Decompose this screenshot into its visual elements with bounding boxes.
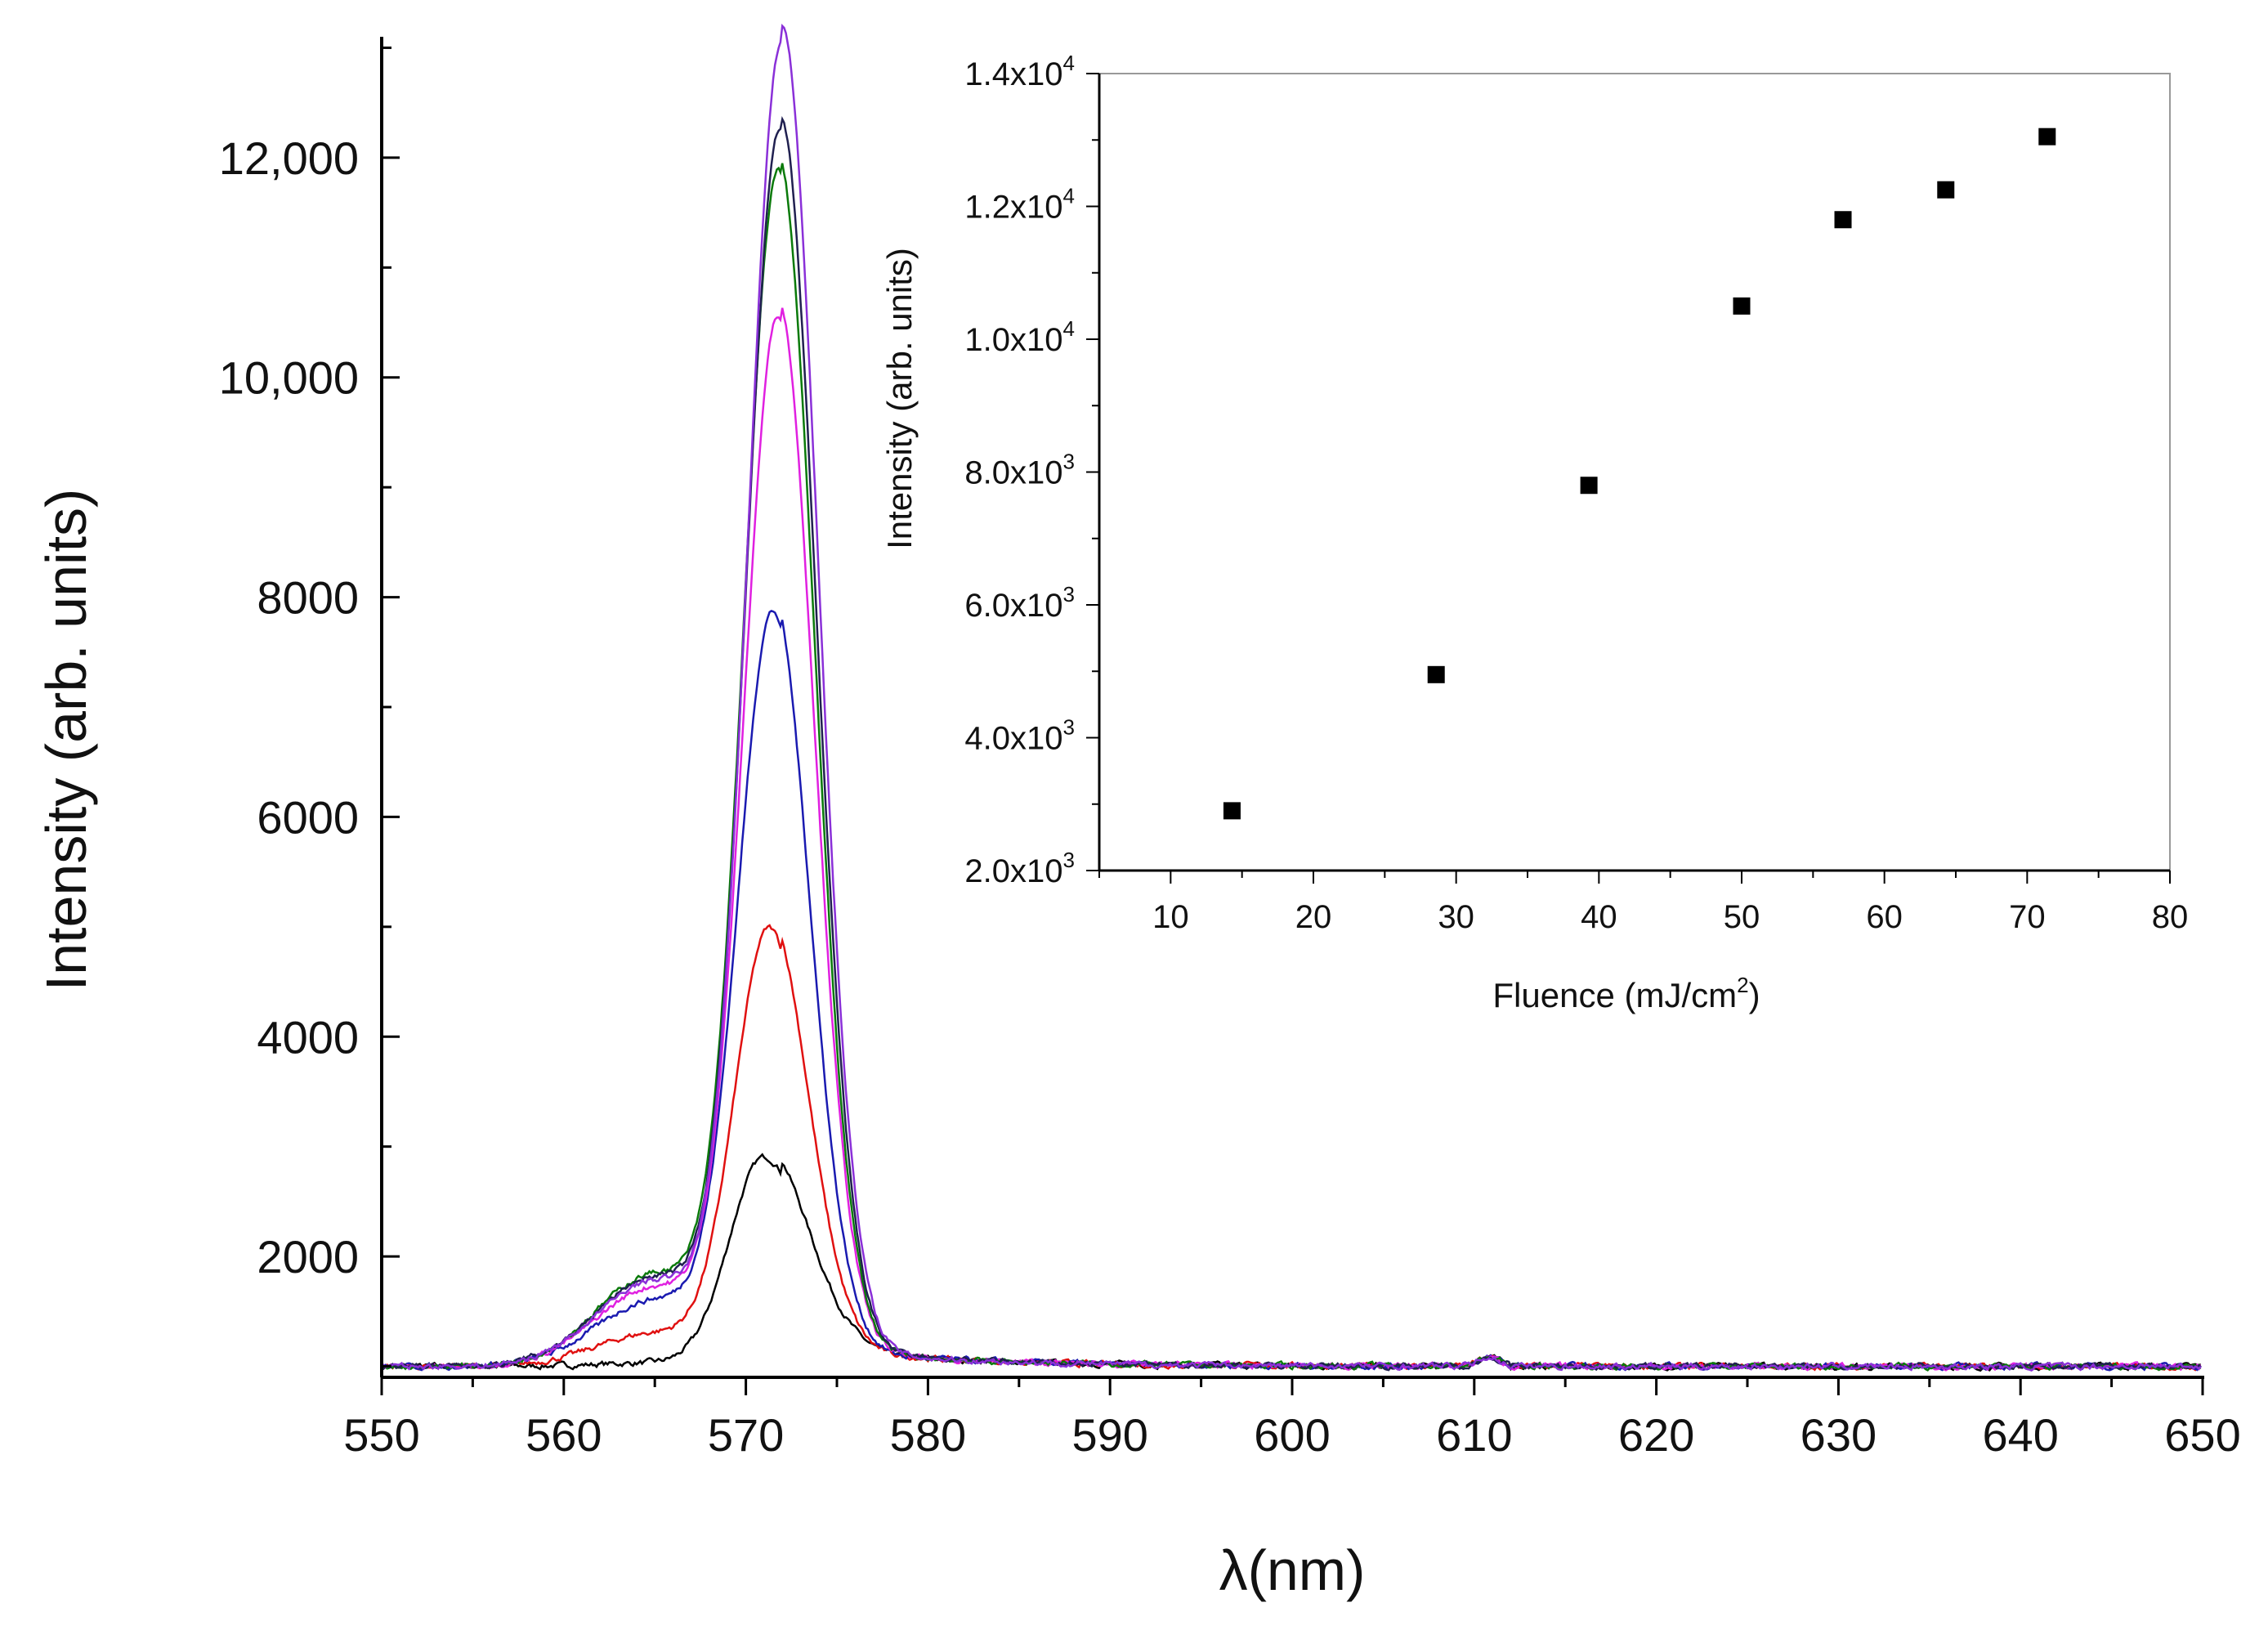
spectrum-line-1 (380, 1153, 2202, 1372)
inset-plot: 10 20 30 40 50 60 70 802.0x1034.0x1036.0x1038.0… (880, 51, 2188, 1014)
inset-y-tick-mantissa: 2.0x10 (964, 853, 1062, 889)
spectrum-line-6 (381, 115, 2202, 1372)
main-y-tick-label: 8000 (257, 572, 359, 624)
inset-x-tick-label: 50 (1724, 899, 1760, 935)
main-ticks: 550 560 570 580 590 600 610 620 630 640 650 2000 400… (219, 46, 2241, 1461)
spectrum-line-4 (381, 307, 2202, 1372)
spectrum-line-7 (381, 24, 2202, 1372)
inset-y-axis-title: Intensity (arb. units) (880, 248, 919, 549)
inset-y-tick-exponent: 4 (1063, 184, 1075, 208)
inset-y-tick-label: 6.0x103 (964, 582, 1075, 624)
inset-y-tick-exponent: 3 (1063, 582, 1075, 607)
inset-y-tick-exponent: 3 (1063, 715, 1075, 740)
main-x-tick-label: 570 (708, 1409, 784, 1461)
main-y-tick-label: 6000 (257, 791, 359, 843)
inset-y-tick-mantissa: 1.2x10 (964, 190, 1062, 226)
inset-data-point (2038, 128, 2056, 145)
main-x-tick-label: 650 (2164, 1409, 2240, 1461)
inset-xlabel-sup: 2 (1737, 973, 1748, 997)
inset-xlabel-main: Fluence (mJ/cm (1492, 976, 1737, 1014)
inset-data-point (1834, 211, 1852, 229)
inset-x-axis-title: Fluence (mJ/cm2) (1492, 973, 1760, 1014)
inset-y-tick-label: 8.0x103 (964, 450, 1075, 491)
inset-y-tick-mantissa: 1.4x10 (964, 56, 1062, 92)
main-x-tick-label: 550 (343, 1409, 419, 1461)
inset-y-tick-label: 1.2x104 (964, 184, 1075, 226)
inset-data-point (1427, 665, 1445, 683)
inset-y-tick-label: 4.0x103 (964, 715, 1075, 757)
inset-x-tick-label: 70 (2009, 899, 2046, 935)
main-series-group (380, 24, 2202, 1372)
inset-y-tick-exponent: 4 (1063, 316, 1075, 341)
main-y-tick-label: 12,000 (219, 132, 359, 184)
inset-y-tick-mantissa: 4.0x10 (964, 721, 1062, 757)
inset-frame (1098, 73, 2171, 871)
main-x-axis-title: λ(nm) (1219, 1538, 1366, 1602)
main-x-tick-label: 630 (1801, 1409, 1877, 1461)
spectrum-line-5 (380, 163, 2202, 1372)
inset-y-tick-mantissa: 1.0x10 (964, 322, 1062, 358)
main-x-tick-label: 580 (890, 1409, 966, 1461)
inset-points (1223, 128, 2056, 820)
inset-y-tick-exponent: 3 (1063, 450, 1075, 474)
inset-y-tick-exponent: 4 (1063, 51, 1075, 75)
inset-data-point (1733, 297, 1751, 315)
main-plot: 550 560 570 580 590 600 610 620 630 640 650 2000 400… (34, 24, 2241, 1602)
spectrum-line-2 (381, 924, 2202, 1372)
inset-y-tick-mantissa: 8.0x10 (964, 455, 1062, 491)
inset-data-point (1223, 802, 1241, 820)
main-y-tick-label: 2000 (257, 1231, 359, 1283)
inset-y-tick-label: 1.0x104 (964, 316, 1075, 358)
inset-x-tick-label: 60 (1866, 899, 1903, 935)
inset-y-tick-label: 1.4x104 (964, 51, 1075, 92)
inset-y-tick-mantissa: 6.0x10 (964, 588, 1062, 624)
inset-x-tick-label: 20 (1295, 899, 1332, 935)
main-y-axis-title: Intensity (arb. units) (34, 489, 98, 992)
inset-x-tick-label: 80 (2152, 899, 2189, 935)
inset-ticks: 10 20 30 40 50 60 70 802.0x1034.0x1036.0x1038.0… (964, 51, 2188, 935)
inset-y-tick-exponent: 3 (1063, 848, 1075, 872)
main-y-tick-label: 10,000 (219, 352, 359, 404)
main-y-tick-label: 4000 (257, 1011, 359, 1063)
inset-x-tick-label: 40 (1581, 899, 1617, 935)
main-x-tick-label: 600 (1254, 1409, 1330, 1461)
main-x-tick-label: 590 (1071, 1409, 1147, 1461)
main-x-tick-label: 560 (526, 1409, 602, 1461)
inset-x-tick-label: 10 (1152, 899, 1189, 935)
main-x-tick-label: 640 (1982, 1409, 2058, 1461)
inset-xlabel-end: ) (1749, 976, 1760, 1014)
inset-data-point (1937, 181, 1955, 199)
inset-y-tick-label: 2.0x103 (964, 848, 1075, 889)
main-x-tick-label: 610 (1436, 1409, 1512, 1461)
inset-data-point (1580, 477, 1598, 495)
main-x-tick-label: 620 (1618, 1409, 1694, 1461)
inset-x-tick-label: 30 (1438, 899, 1474, 935)
spectrum-line-3 (381, 610, 2202, 1372)
